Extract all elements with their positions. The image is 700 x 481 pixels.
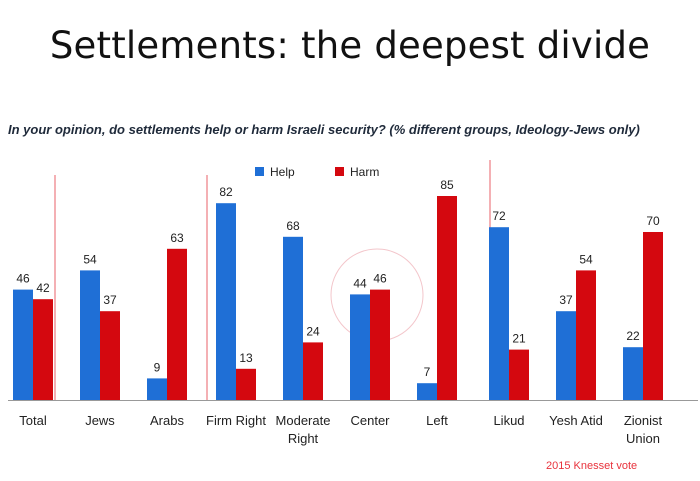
- bar-harm-0: [33, 299, 53, 400]
- data-label-harm-9: 70: [646, 214, 660, 228]
- slide-title: Settlements: the deepest divide: [49, 24, 651, 67]
- data-label-help-6: 7: [424, 365, 431, 379]
- legend-swatch-harm: [335, 167, 344, 176]
- data-label-help-4: 68: [286, 219, 300, 233]
- bar-help-0: [13, 289, 33, 400]
- bar-harm-4: [303, 342, 323, 400]
- category-label-4: Moderate: [276, 413, 331, 428]
- bar-help-6: [417, 383, 437, 400]
- bar-help-3: [216, 203, 236, 400]
- category-label-5: Center: [350, 413, 390, 428]
- bar-help-7: [489, 227, 509, 400]
- bar-harm-6: [437, 196, 457, 400]
- bar-help-4: [283, 236, 303, 400]
- data-label-help-1: 54: [83, 252, 97, 266]
- bar-harm-2: [167, 248, 187, 400]
- data-label-harm-1: 37: [103, 293, 117, 307]
- bar-help-8: [556, 311, 576, 400]
- bar-harm-8: [576, 270, 596, 400]
- bar-harm-1: [100, 311, 120, 400]
- bar-harm-3: [236, 368, 256, 400]
- data-label-harm-8: 54: [579, 252, 593, 266]
- category-label-8: Yesh Atid: [549, 413, 603, 428]
- bar-harm-5: [370, 289, 390, 400]
- category-label-9: Zionist: [624, 413, 663, 428]
- bar-harm-9: [643, 232, 663, 400]
- data-label-help-5: 44: [353, 276, 367, 290]
- category-label-2: Arabs: [150, 413, 184, 428]
- data-label-harm-7: 21: [512, 332, 526, 346]
- data-label-harm-0: 42: [36, 281, 50, 295]
- category-label-9-line2: Union: [626, 431, 660, 446]
- data-label-help-7: 72: [492, 209, 506, 223]
- data-label-harm-5: 46: [373, 272, 387, 286]
- category-label-6: Left: [426, 413, 448, 428]
- data-label-help-0: 46: [16, 272, 30, 286]
- data-label-help-2: 9: [154, 360, 161, 374]
- legend-label-harm: Harm: [350, 165, 379, 179]
- bar-help-2: [147, 378, 167, 400]
- bar-help-5: [350, 294, 370, 400]
- chart-subtitle: In your opinion, do settlements help or …: [8, 122, 640, 137]
- category-label-1: Jews: [85, 413, 115, 428]
- data-label-harm-4: 24: [306, 324, 320, 338]
- bar-help-9: [623, 347, 643, 400]
- category-label-7: Likud: [493, 413, 524, 428]
- category-label-4-line2: Right: [288, 431, 319, 446]
- data-label-help-3: 82: [219, 185, 233, 199]
- data-label-help-9: 22: [626, 329, 640, 343]
- data-label-harm-3: 13: [239, 351, 253, 365]
- bar-help-1: [80, 270, 100, 400]
- data-label-help-8: 37: [559, 293, 573, 307]
- footnote: 2015 Knesset vote: [546, 460, 638, 472]
- data-label-harm-2: 63: [170, 231, 184, 245]
- bar-harm-7: [509, 349, 529, 400]
- category-label-0: Total: [19, 413, 47, 428]
- legend-label-help: Help: [270, 165, 295, 179]
- category-label-3: Firm Right: [206, 413, 266, 428]
- data-label-harm-6: 85: [440, 178, 454, 192]
- legend-swatch-help: [255, 167, 264, 176]
